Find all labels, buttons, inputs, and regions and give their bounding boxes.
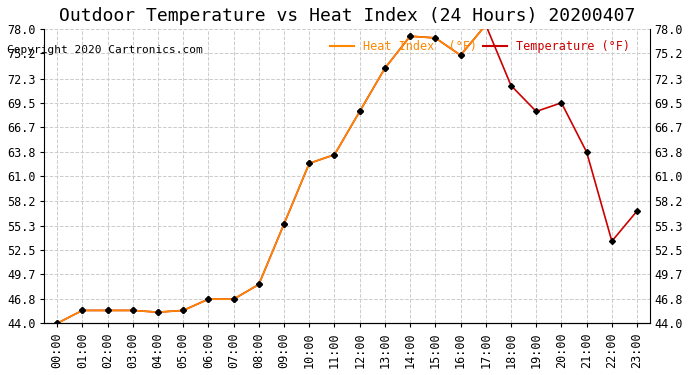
Text: Copyright 2020 Cartronics.com: Copyright 2020 Cartronics.com (7, 45, 203, 55)
Title: Outdoor Temperature vs Heat Index (24 Hours) 20200407: Outdoor Temperature vs Heat Index (24 Ho… (59, 7, 635, 25)
Legend: Heat Index  (°F), Temperature (°F): Heat Index (°F), Temperature (°F) (326, 35, 635, 58)
